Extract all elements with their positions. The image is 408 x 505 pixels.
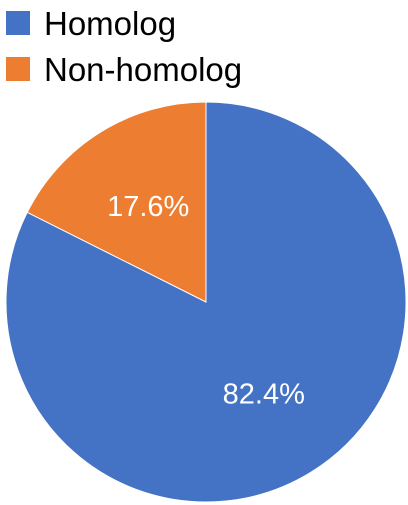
slice-label-homolog: 82.4% bbox=[223, 378, 305, 410]
chart-legend: Homolog Non-homolog bbox=[0, 0, 242, 92]
legend-item-homolog: Homolog bbox=[0, 0, 242, 46]
legend-item-non-homolog: Non-homolog bbox=[0, 46, 242, 92]
pie-slice-non-homolog bbox=[26, 101, 207, 303]
slice-label-non-homolog: 17.6% bbox=[107, 191, 189, 223]
legend-swatch-non-homolog bbox=[6, 57, 30, 81]
legend-label-homolog: Homolog bbox=[44, 4, 177, 42]
legend-label-non-homolog: Non-homolog bbox=[44, 50, 243, 88]
legend-swatch-homolog bbox=[6, 11, 30, 35]
pie-slice-homolog bbox=[5, 101, 407, 503]
